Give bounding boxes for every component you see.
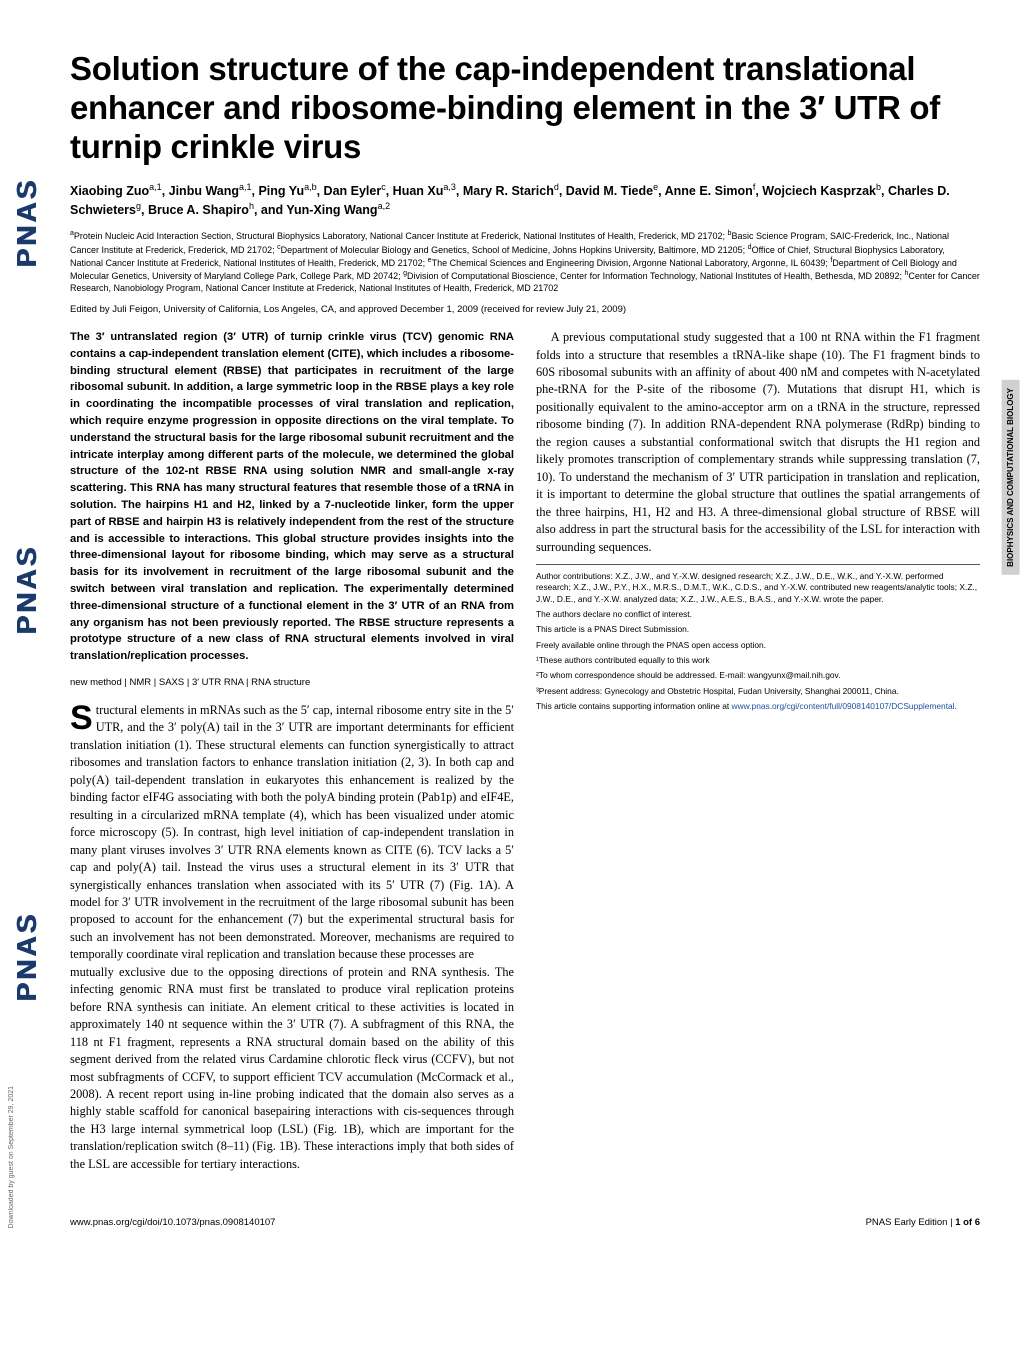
two-column-body: The 3′ untranslated region (3′ UTR) of t… [70,329,980,1199]
author-list: Xiaobing Zuoa,1, Jinbu Wanga,1, Ping Yua… [70,181,980,220]
fn-supp-pre: This article contains supporting informa… [536,701,732,711]
fn-supplemental: This article contains supporting informa… [536,701,980,712]
journal-logo-strip: PNAS PNAS PNAS [4,40,50,1140]
keywords-line: new method | NMR | SAXS | 3′ UTR RNA | R… [70,677,514,688]
body-paragraph-3: A previous computational study suggested… [536,329,980,556]
supplemental-link[interactable]: www.pnas.org/cgi/content/full/0908140107… [732,701,955,711]
fn-equal-contrib: ¹These authors contributed equally to th… [536,655,980,666]
fn-open-access: Freely available online through the PNAS… [536,640,980,651]
subject-category-tab: BIOPHYSICS AND COMPUTATIONAL BIOLOGY [1002,380,1020,575]
author-footnotes: Author contributions: X.Z., J.W., and Y.… [536,564,980,712]
abstract: The 3′ untranslated region (3′ UTR) of t… [70,329,514,665]
page-footer: www.pnas.org/cgi/doi/10.1073/pnas.090814… [70,1217,980,1248]
doi-line: www.pnas.org/cgi/doi/10.1073/pnas.090814… [70,1217,275,1228]
affiliations: aProtein Nucleic Acid Interaction Sectio… [70,229,980,294]
download-watermark: Downloaded by guest on September 29, 202… [8,1086,15,1228]
pnas-logo: PNAS [11,912,43,1002]
fn-correspondence: ²To whom correspondence should be addres… [536,670,980,681]
article-title: Solution structure of the cap-independen… [70,50,980,167]
body-paragraph-2: mutually exclusive due to the opposing d… [70,964,514,1173]
page-number: PNAS Early Edition | 1 of 6 [866,1217,980,1228]
fn-contributions: Author contributions: X.Z., J.W., and Y.… [536,571,980,605]
pnas-logo: PNAS [11,545,43,635]
fn-submission: This article is a PNAS Direct Submission… [536,624,980,635]
fn-supp-post: . [955,701,957,711]
article-page: Solution structure of the cap-independen… [70,0,980,1248]
dropcap: S [70,702,96,732]
fn-present-address: ³Present address: Gynecology and Obstetr… [536,686,980,697]
fn-conflict: The authors declare no conflict of inter… [536,609,980,620]
body-p1-text: tructural elements in mRNAs such as the … [70,703,514,961]
pnas-logo: PNAS [11,178,43,268]
edited-by-line: Edited by Juli Feigon, University of Cal… [70,304,980,315]
body-paragraph-1: Structural elements in mRNAs such as the… [70,702,514,964]
